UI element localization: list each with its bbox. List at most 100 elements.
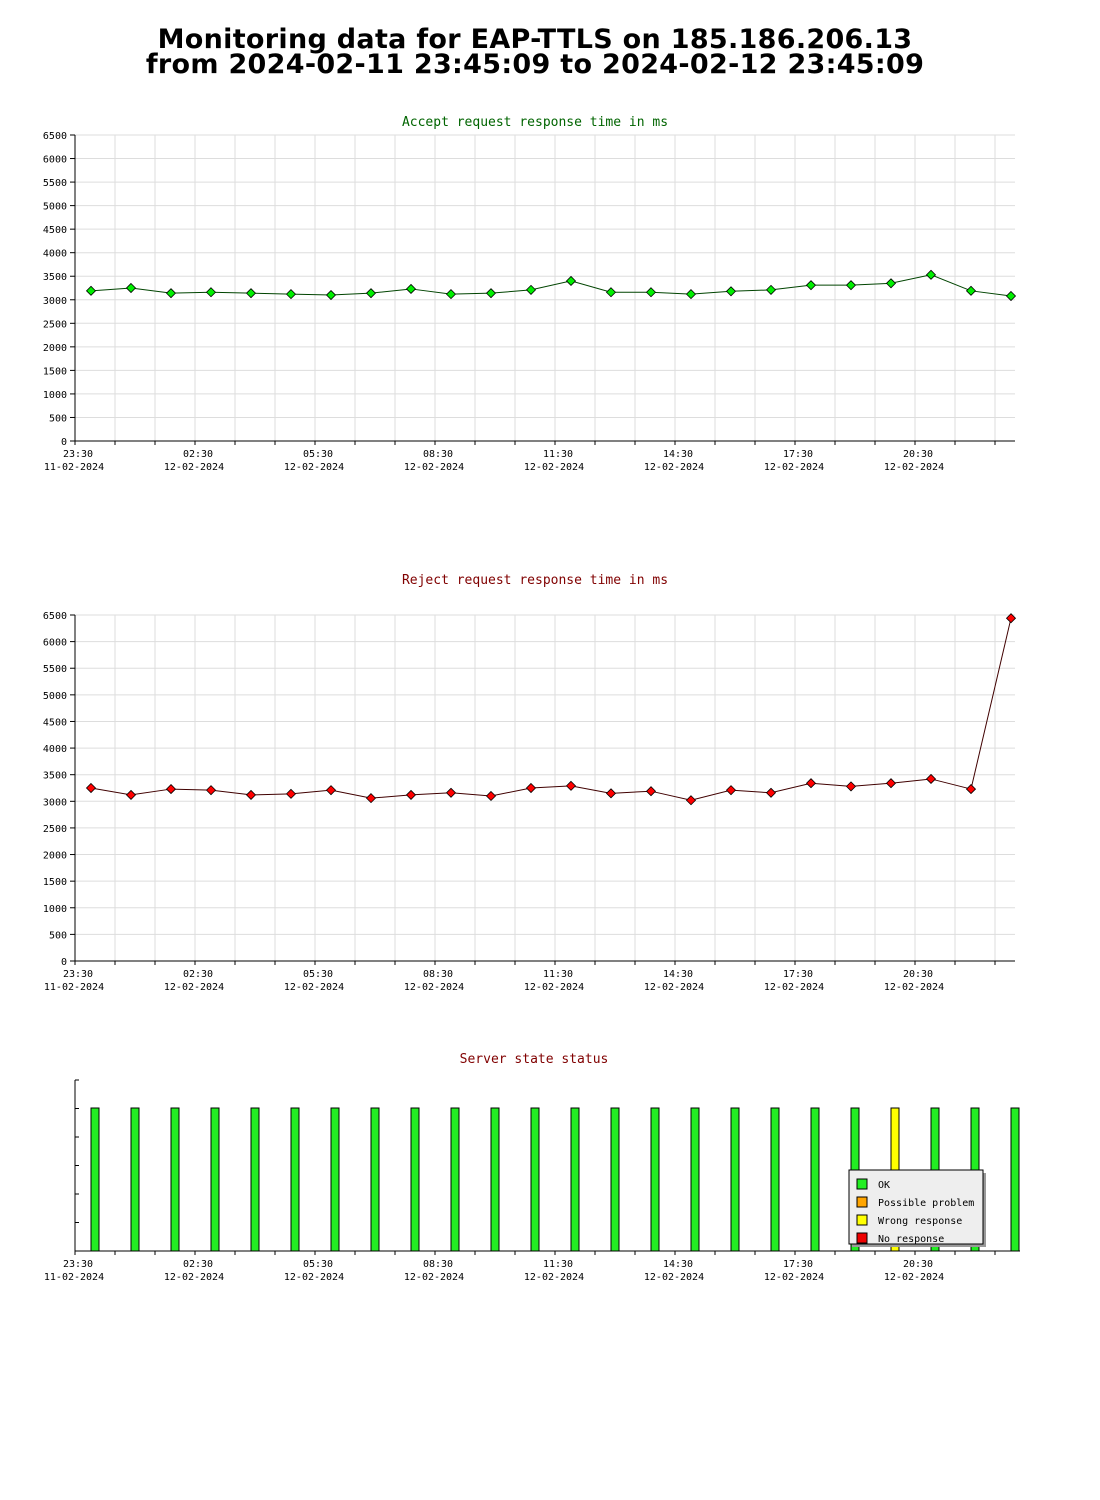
status-bar (290, 1107, 300, 1252)
status-bar (650, 1107, 660, 1252)
reject-x-tick-time: 23:30 (63, 969, 93, 980)
status-legend-label: OK (878, 1180, 890, 1191)
reject-data-point (125, 789, 137, 800)
reject-data-point (365, 793, 377, 804)
status-x-tick-date: 12-02-2024 (884, 1272, 944, 1283)
accept-x-tick-time: 08:30 (423, 449, 453, 460)
status-bar (410, 1107, 420, 1252)
status-x-tick-time: 05:30 (303, 1259, 333, 1270)
reject-data-point (525, 782, 537, 794)
accept-data-point (405, 283, 417, 295)
accept-y-tick-label: 1500 (43, 366, 67, 377)
reject-y-tick-label: 5500 (43, 664, 67, 675)
status-x-tick-date: 12-02-2024 (644, 1272, 704, 1283)
reject-data-point (165, 783, 177, 795)
reject-y-tick-label: 3500 (43, 771, 67, 782)
accept-x-tick-date: 12-02-2024 (284, 462, 344, 473)
reject-data-point (445, 787, 457, 798)
status-bar (370, 1107, 380, 1252)
reject-data-point (765, 787, 777, 798)
accept-y-tick-label: 4500 (43, 225, 67, 236)
status-x-tick-time: 17:30 (783, 1259, 813, 1270)
accept-data-point (205, 287, 217, 298)
reject-data-point (245, 789, 257, 800)
accept-series-line (90, 274, 1012, 297)
accept-data-point (245, 288, 257, 299)
accept-data-point (925, 269, 937, 280)
accept-x-tick-date: 12-02-2024 (884, 462, 944, 473)
status-x-tick-time: 02:30 (183, 1259, 213, 1270)
accept-y-tick-label: 4000 (43, 249, 67, 260)
status-x-tick-date: 12-02-2024 (164, 1272, 224, 1283)
accept-data-point (565, 275, 577, 287)
accept-x-tick-time: 02:30 (183, 449, 213, 460)
status-legend-label: No response (878, 1234, 944, 1245)
status-legend (848, 1169, 984, 1245)
accept-x-tick-date: 12-02-2024 (164, 462, 224, 473)
reject-y-tick-label: 0 (61, 957, 67, 968)
status-x-tick-time: 20:30 (903, 1259, 933, 1270)
reject-data-point (685, 795, 697, 806)
accept-x-tick-time: 23:30 (63, 449, 93, 460)
accept-y-tick-label: 6000 (43, 155, 67, 166)
accept-data-point (165, 288, 177, 299)
accept-x-tick-date: 12-02-2024 (404, 462, 464, 473)
reject-data-point (285, 788, 297, 799)
reject-y-tick-label: 2500 (43, 824, 67, 835)
accept-data-point (885, 278, 897, 289)
accept-data-point (365, 288, 377, 299)
accept-data-point (525, 284, 537, 295)
accept-data-point (845, 280, 857, 291)
reject-x-tick-time: 17:30 (783, 969, 813, 980)
reject-data-point (565, 780, 577, 791)
status-bar (530, 1107, 540, 1252)
accept-x-tick-date: 11-02-2024 (44, 462, 104, 473)
status-legend-swatch (856, 1214, 868, 1226)
reject-x-tick-date: 12-02-2024 (284, 982, 344, 993)
status-bar (690, 1107, 700, 1252)
accept-data-point (485, 288, 497, 299)
reject-title: Reject request response time in ms (402, 573, 668, 588)
status-x-tick-date: 12-02-2024 (764, 1272, 824, 1283)
accept-y-tick-label: 500 (49, 413, 67, 424)
status-legend-swatch (856, 1232, 868, 1244)
accept-x-tick-time: 17:30 (783, 449, 813, 460)
reject-y-tick-label: 4500 (43, 717, 67, 728)
status-bar (770, 1107, 780, 1252)
reject-y-tick-label: 6000 (43, 638, 67, 649)
reject-x-tick-time: 05:30 (303, 969, 333, 980)
reject-y-tick-label: 2000 (43, 851, 67, 862)
reject-data-point (805, 778, 817, 789)
accept-data-point (445, 289, 457, 300)
reject-x-tick-date: 12-02-2024 (644, 982, 704, 993)
reject-data-point (605, 788, 617, 799)
page-title-line-2: from 2024-02-11 23:45:09 to 2024-02-12 2… (145, 49, 925, 80)
status-bar (570, 1107, 580, 1252)
reject-x-tick-date: 12-02-2024 (404, 982, 464, 993)
reject-y-tick-label: 4000 (43, 744, 67, 755)
accept-data-point (325, 289, 337, 301)
reject-data-point (845, 781, 857, 792)
reject-series-line (90, 618, 1012, 801)
accept-data-point (965, 285, 977, 296)
reject-x-tick-time: 11:30 (543, 969, 573, 980)
accept-data-point (805, 280, 817, 291)
accept-y-tick-label: 5000 (43, 202, 67, 213)
status-bar (450, 1107, 460, 1252)
accept-data-point (645, 287, 657, 298)
status-x-tick-date: 11-02-2024 (44, 1272, 104, 1283)
status-x-tick-time: 08:30 (423, 1259, 453, 1270)
status-bar (610, 1107, 620, 1252)
reject-response-chart: Reject request response time in ms 0 500 10… (43, 573, 1017, 993)
reject-x-tick-time: 08:30 (423, 969, 453, 980)
reject-y-tick-label: 1500 (43, 877, 67, 888)
accept-data-point (605, 287, 617, 298)
accept-y-tick-label: 6500 (43, 131, 67, 142)
reject-y-tick-label: 3000 (43, 797, 67, 808)
status-bar (330, 1107, 340, 1252)
accept-data-point (685, 289, 697, 300)
reject-y-tick-label: 1000 (43, 904, 67, 915)
status-title: Server state status (460, 1052, 609, 1067)
reject-y-tick-label: 500 (49, 930, 67, 941)
status-bar (170, 1107, 180, 1252)
